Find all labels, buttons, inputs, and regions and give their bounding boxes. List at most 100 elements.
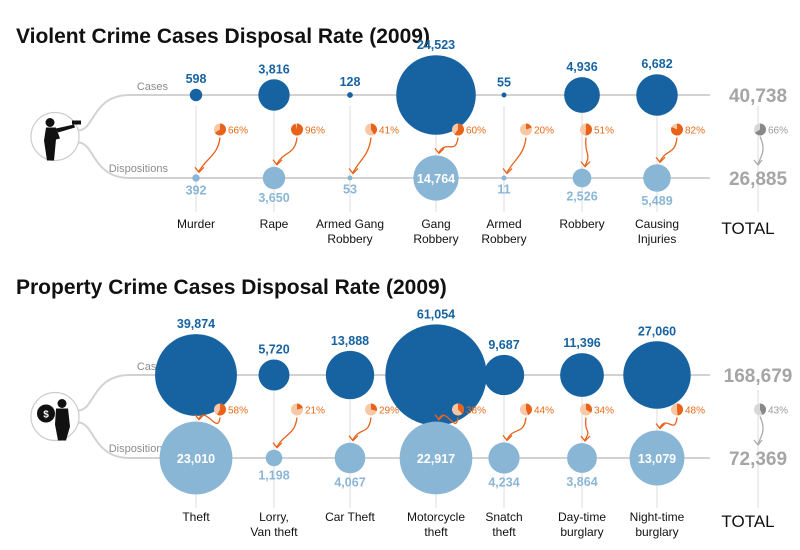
cases-bubble — [623, 341, 691, 409]
dispositions-value-label: 1,198 — [258, 468, 289, 482]
cases-value-label: 11,396 — [563, 336, 601, 350]
arrow-head — [753, 439, 763, 447]
category-label: theft — [492, 525, 516, 539]
dispositions-bubble — [501, 175, 507, 181]
disposal-arrow — [198, 414, 221, 425]
disposal-arrow — [584, 137, 589, 166]
arrow-head — [502, 434, 513, 442]
total-dispositions-value: 72,369 — [729, 449, 787, 470]
disposal-rate-label: 66% — [228, 126, 248, 137]
dispositions-bubble — [629, 430, 685, 486]
dispositions-value-label: 22,917 — [417, 452, 455, 466]
disposal-rate-pie — [214, 123, 226, 136]
disposal-rate-pie — [520, 123, 532, 136]
cases-value-label: 3,816 — [258, 62, 289, 76]
cases-bubble — [501, 92, 507, 98]
category-label: Rape — [260, 217, 289, 231]
dispositions-bubble — [572, 168, 592, 188]
category-label: Car Theft — [325, 510, 375, 524]
category-label: theft — [424, 525, 448, 539]
cases-value-label: 6,682 — [641, 57, 672, 71]
cases-value-label: 39,874 — [177, 317, 215, 331]
arrow-head — [580, 435, 591, 443]
disposal-rate-pie — [580, 403, 593, 416]
total-rate-label: 43% — [768, 406, 788, 417]
arrow-head — [655, 156, 666, 164]
dispositions-value-label: 3,864 — [566, 475, 597, 489]
row-label-cases: Cases — [137, 81, 169, 93]
category-label: burglary — [560, 525, 603, 539]
category-column: 3,816 3,650 96% Rape — [258, 62, 325, 231]
disposal-arrow — [584, 417, 589, 441]
category-label: Armed — [486, 217, 521, 231]
arrow-head — [502, 168, 513, 175]
arrow-head — [272, 442, 283, 449]
cases-bubble — [385, 324, 487, 426]
cases-bubble — [258, 359, 290, 391]
arrow-head — [272, 159, 283, 166]
category-label: Murder — [177, 217, 215, 231]
dispositions-bubble — [265, 449, 283, 467]
disposal-arrow — [438, 137, 459, 153]
dispositions-value-label: 53 — [343, 183, 357, 197]
total-column: 168,679 72,369 TOTAL 43% — [721, 366, 792, 531]
category-label: Robbery — [327, 232, 372, 246]
dispositions-value-label: 11 — [497, 183, 510, 197]
total-label: TOTAL — [721, 512, 774, 531]
svg-text:$: $ — [43, 410, 49, 421]
arrow-head — [348, 435, 359, 442]
disposal-arrow — [506, 417, 527, 440]
disposal-rate-pie — [520, 403, 533, 416]
category-column: 39,874 23,010 58% Theft — [155, 317, 248, 524]
dispositions-bubble — [643, 164, 671, 192]
category-label: Injuries — [638, 232, 677, 246]
disposal-rate-pie — [365, 123, 378, 136]
cases-bubble — [325, 350, 375, 400]
total-cases-value: 168,679 — [724, 366, 793, 387]
disposal-rate-label: 51% — [594, 126, 614, 137]
disposal-arrow — [506, 137, 527, 173]
dispositions-bubble — [488, 442, 520, 474]
cases-value-label: 4,936 — [566, 60, 597, 74]
arrow-head — [580, 161, 591, 168]
cases-bubble — [347, 92, 353, 98]
dispositions-value-label: 392 — [186, 184, 207, 198]
property-crime-panel: Property Crime Cases Disposal Rate (2009… — [16, 276, 792, 539]
gunman-icon — [30, 111, 81, 162]
arrow-head — [434, 147, 445, 155]
dispositions-value-label: 5,489 — [641, 194, 672, 208]
disposal-rate-pie — [671, 403, 683, 416]
cases-bubble — [564, 77, 600, 113]
dispositions-bubble — [159, 421, 233, 495]
dispositions-bubble — [413, 155, 459, 201]
disposal-rate-pie — [671, 123, 684, 136]
category-label: Motorcycle — [407, 510, 465, 524]
chart-title: Violent Crime Cases Disposal Rate (2009) — [16, 25, 430, 48]
connector — [77, 94, 160, 132]
dispositions-bubble — [567, 443, 597, 473]
category-column: 4,936 2,526 51% Robbery — [559, 60, 614, 231]
disposal-rate-label: 29% — [379, 406, 399, 417]
total-cases-value: 40,738 — [729, 86, 787, 107]
disposal-arrow — [198, 137, 221, 172]
cases-value-label: 13,888 — [331, 334, 369, 348]
category-column: 5,720 1,198 21% Lorry,Van theft — [250, 342, 325, 539]
cases-value-label: 128 — [340, 75, 361, 89]
arrow-head — [194, 166, 205, 174]
cases-value-label: 24,523 — [417, 38, 455, 52]
disposal-rate-pie — [452, 123, 465, 136]
disposal-rate-label: 38% — [466, 406, 486, 417]
violent-crime-panel: Violent Crime Cases Disposal Rate (2009)… — [16, 25, 788, 246]
cases-bubble — [483, 354, 525, 396]
row-label-dispositions: Dispositions — [109, 163, 169, 175]
category-label: Day-time — [558, 510, 606, 524]
cases-bubble — [560, 353, 604, 397]
row-label-dispositions: Dispositions — [109, 443, 169, 455]
category-label: Snatch — [485, 510, 522, 524]
disposal-rate-label: 44% — [534, 406, 554, 417]
